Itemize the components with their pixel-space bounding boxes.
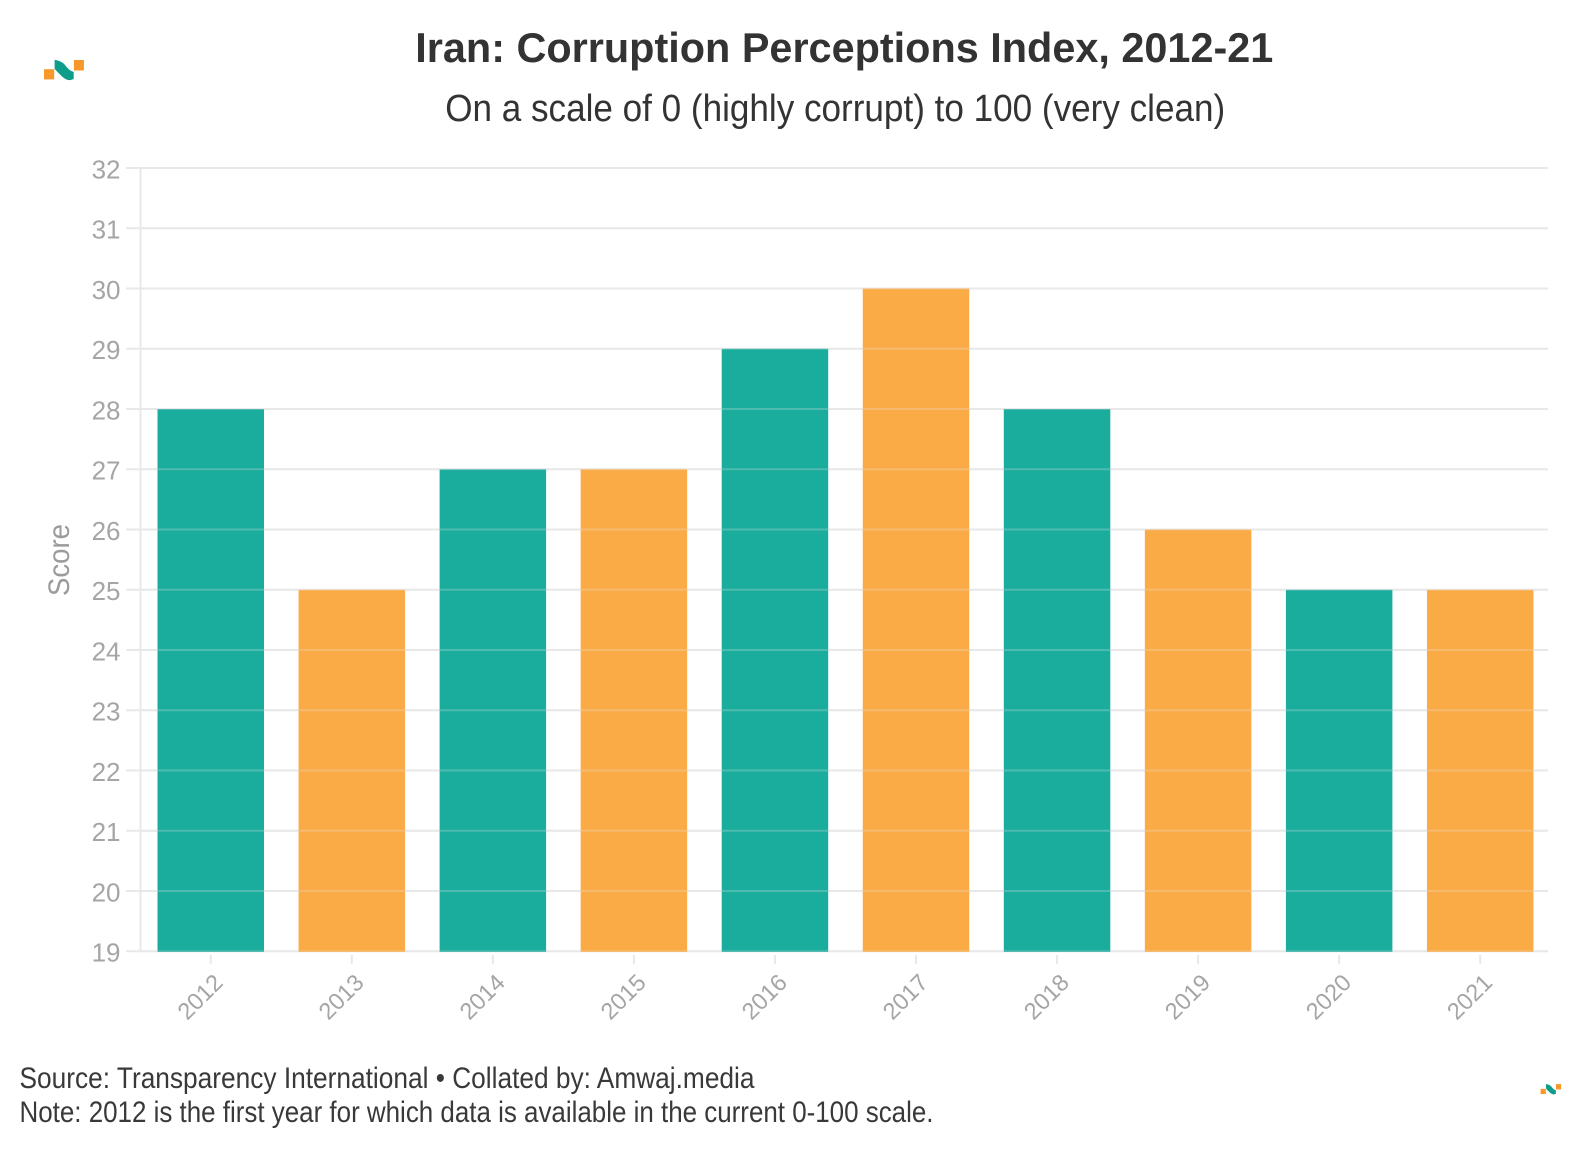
svg-text:29: 29 — [92, 335, 121, 365]
svg-text:32: 32 — [92, 154, 121, 184]
svg-text:25: 25 — [92, 576, 121, 606]
svg-text:2012: 2012 — [172, 969, 227, 1024]
svg-text:26: 26 — [92, 516, 121, 546]
svg-text:2020: 2020 — [1301, 969, 1356, 1024]
svg-text:31: 31 — [92, 215, 121, 245]
svg-text:2018: 2018 — [1019, 969, 1074, 1024]
svg-text:2021: 2021 — [1442, 969, 1497, 1024]
svg-text:Source: Transparency Internati: Source: Transparency International • Col… — [20, 1062, 755, 1095]
svg-text:Iran: Corruption Perceptions I: Iran: Corruption Perceptions Index, 2012… — [415, 24, 1273, 71]
svg-text:21: 21 — [92, 817, 121, 847]
svg-text:2019: 2019 — [1160, 969, 1215, 1024]
svg-text:22: 22 — [92, 757, 121, 787]
svg-text:30: 30 — [92, 275, 121, 305]
svg-text:On a scale of 0 (highly corrup: On a scale of 0 (highly corrupt) to 100 … — [445, 88, 1225, 130]
svg-text:23: 23 — [92, 697, 121, 727]
svg-text:Note: 2012 is the first year f: Note: 2012 is the first year for which d… — [20, 1096, 934, 1129]
svg-text:27: 27 — [92, 456, 121, 486]
svg-text:19: 19 — [92, 938, 121, 968]
svg-text:2014: 2014 — [455, 969, 510, 1024]
svg-text:2015: 2015 — [596, 969, 651, 1024]
svg-text:2013: 2013 — [313, 969, 368, 1024]
svg-text:20: 20 — [92, 877, 121, 907]
svg-text:2016: 2016 — [737, 969, 792, 1024]
svg-text:2017: 2017 — [878, 969, 933, 1024]
svg-text:Score: Score — [43, 524, 76, 596]
svg-text:24: 24 — [92, 636, 121, 666]
svg-text:28: 28 — [92, 395, 121, 425]
